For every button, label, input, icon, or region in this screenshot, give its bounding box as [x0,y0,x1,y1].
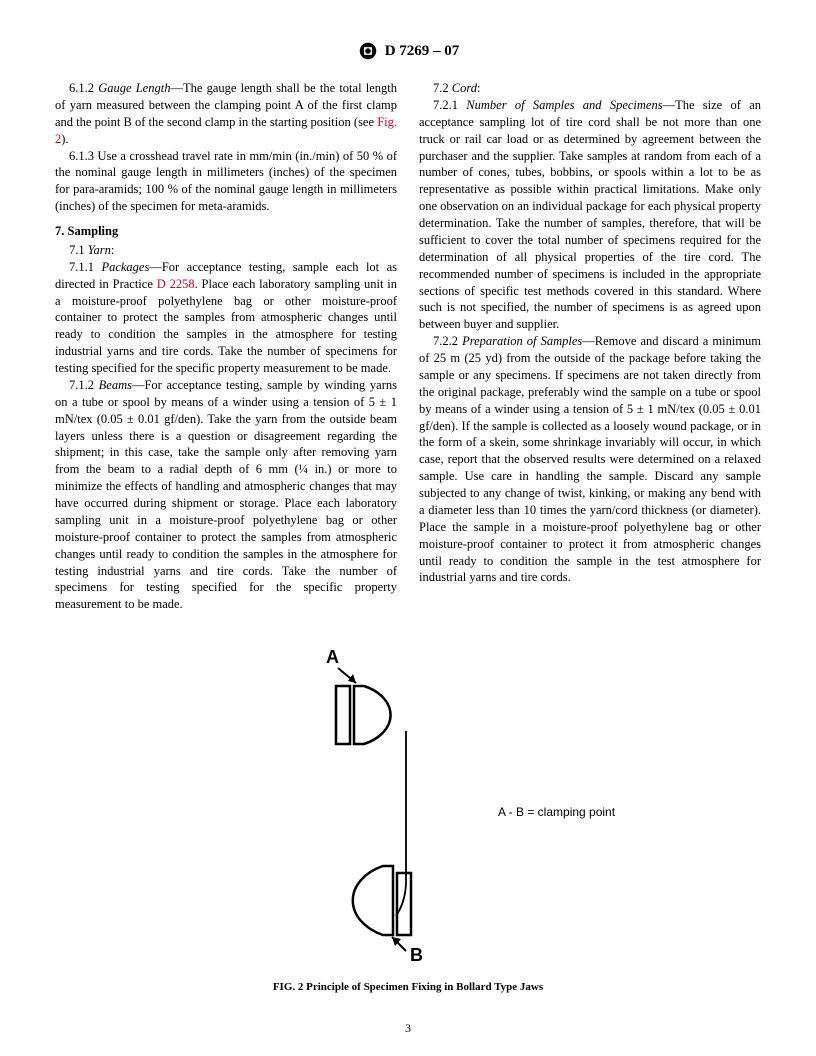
standard-number: D 7269 – 07 [385,41,460,61]
page-header: D 7269 – 07 [55,40,761,62]
para-6-1-2: 6.1.2 Gauge Length—The gauge length shal… [55,80,397,148]
para-7-1: 7.1 Yarn: [55,242,397,259]
figure-caption: FIG. 2 Principle of Specimen Fixing in B… [55,980,761,995]
astm-logo [357,40,379,62]
body-columns: 6.1.2 Gauge Length—The gauge length shal… [55,80,761,613]
para-7-2: 7.2 Cord: [419,80,761,97]
bollard-jaws-diagram: A B A - B = clamping point [158,641,658,971]
para-7-2-1: 7.2.1 Number of Samples and Specimens—Th… [419,97,761,333]
section-7-sampling: 7. Sampling [55,223,397,240]
para-7-1-1: 7.1.1 Packages—For acceptance testing, s… [55,259,397,377]
page-number: 3 [0,1020,816,1036]
para-7-2-2: 7.2.2 Preparation of Samples—Remove and … [419,333,761,586]
clamping-note: A - B = clamping point [498,805,616,819]
figure-2: A B A - B = clamping point FIG. 2 Princi… [55,641,761,995]
para-7-1-2: 7.1.2 Beams—For acceptance testing, samp… [55,377,397,613]
label-b: B [410,945,423,965]
label-a: A [326,647,339,667]
para-6-1-3: 6.1.3 Use a crosshead travel rate in mm/… [55,148,397,216]
d2258-link[interactable]: D 2258 [157,277,195,291]
